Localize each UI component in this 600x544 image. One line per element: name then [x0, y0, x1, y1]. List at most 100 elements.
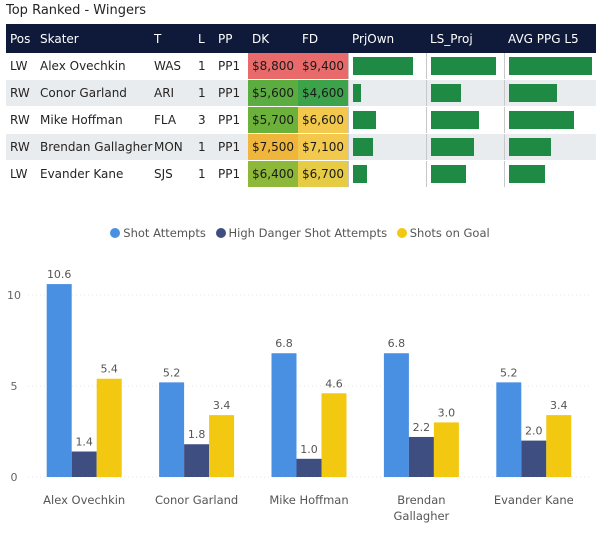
data-bar [352, 57, 414, 75]
data-bar [352, 84, 362, 102]
data-label: 5.2 [163, 366, 181, 379]
y-tick-label: 0 [11, 471, 18, 484]
cell-line: 1 [194, 160, 214, 188]
bar[interactable] [71, 451, 97, 477]
cell-pos: RW [6, 79, 36, 107]
col-header-dk[interactable]: DK [248, 24, 298, 53]
bar[interactable] [159, 382, 185, 477]
y-tick-label: 5 [11, 380, 18, 393]
x-category-label-line: Gallagher [394, 509, 450, 523]
data-label: 3.4 [213, 399, 231, 412]
legend-dot-icon [110, 228, 121, 238]
table-row[interactable]: LW Evander Kane SJS 1 PP1 $6,400 $6,700 [6, 160, 596, 188]
table-header-row: Pos Skater T L PP DK FD PrjOwn LS_Proj A… [6, 24, 596, 53]
cell-line: 3 [194, 106, 214, 134]
col-header-team[interactable]: T [150, 24, 194, 53]
x-category-label: Evander Kane [494, 493, 574, 507]
data-bar [430, 165, 466, 183]
cell-fd-salary: $7,100 [298, 133, 348, 161]
cell-team: SJS [150, 160, 194, 188]
bar[interactable] [546, 415, 572, 477]
data-bar [352, 165, 368, 183]
x-category-label-line: Evander Kane [494, 493, 574, 507]
col-header-fd[interactable]: FD [298, 24, 348, 53]
cell-line: 1 [194, 133, 214, 161]
cell-skater: Brendan Gallagher [36, 133, 153, 161]
data-label: 6.8 [275, 337, 293, 350]
bar[interactable] [209, 415, 235, 477]
bar[interactable] [184, 444, 210, 477]
legend-label: Shot Attempts [123, 226, 206, 240]
cell-pos: LW [6, 53, 36, 80]
table-row[interactable]: RW Brendan Gallagher MON 1 PP1 $7,500 $7,100 [6, 133, 596, 161]
x-category-label-line: Conor Garland [155, 493, 238, 507]
col-header-pos[interactable]: Pos [6, 24, 36, 53]
col-header-line[interactable]: L [194, 24, 214, 53]
col-header-avg-ppg-l5[interactable]: AVG PPG L5 [504, 24, 596, 53]
cell-fd-salary: $9,400 [298, 53, 348, 80]
data-bar [430, 57, 497, 75]
cell-pos: RW [6, 133, 36, 161]
x-category-label: Brendan Gallagher [394, 493, 450, 523]
bar[interactable] [521, 440, 547, 477]
chart-legend: Shot Attempts High Danger Shot Attempts … [0, 226, 600, 240]
data-bar [508, 84, 557, 102]
cell-ls-proj-bar [425, 160, 504, 188]
cell-fd-salary: $4,600 [298, 79, 348, 107]
cell-prjown-bar [347, 160, 426, 188]
cell-fd-salary: $6,600 [298, 106, 348, 134]
legend-dot-icon [215, 228, 226, 238]
col-header-prjown[interactable]: PrjOwn [348, 24, 426, 53]
data-bar [430, 111, 479, 129]
bar[interactable] [433, 422, 459, 477]
data-label: 10.6 [47, 268, 72, 281]
data-label: 4.6 [325, 377, 343, 390]
bar[interactable] [271, 353, 297, 477]
legend-item-shot-attempts[interactable]: Shot Attempts [110, 226, 206, 240]
cell-dk-salary: $5,700 [248, 106, 298, 134]
data-bar [430, 138, 475, 156]
bar[interactable] [496, 382, 522, 477]
legend-item-shots-on-goal[interactable]: Shots on Goal [396, 226, 490, 240]
cell-pp: PP1 [214, 106, 248, 134]
cell-fd-salary: $6,700 [298, 160, 348, 188]
bar-chart: 0 5 10 10.6 1.4 5.4 Alex Ovechkin 5.2 1.8 3.4 Cono… [7, 268, 590, 523]
page-title: Top Ranked - Wingers [6, 3, 147, 18]
cell-pos: LW [6, 160, 36, 188]
table-row[interactable]: RW Mike Hoffman FLA 3 PP1 $5,700 $6,600 [6, 106, 596, 134]
data-label: 2.0 [525, 425, 543, 438]
legend-item-high-danger[interactable]: High Danger Shot Attempts [215, 226, 387, 240]
cell-team: WAS [150, 53, 194, 80]
cell-dk-salary: $5,600 [248, 79, 298, 107]
table-row[interactable]: LW Alex Ovechkin WAS 1 PP1 $8,800 $9,400 [6, 53, 596, 80]
data-label: 2.2 [413, 421, 431, 434]
y-tick-label: 10 [7, 289, 21, 302]
table-row[interactable]: RW Conor Garland ARI 1 PP1 $5,600 $4,600 [6, 79, 596, 107]
data-label: 3.4 [550, 399, 568, 412]
bar[interactable] [96, 378, 122, 477]
cell-line: 1 [194, 79, 214, 107]
bar[interactable] [46, 284, 72, 477]
data-label: 1.8 [188, 428, 206, 441]
cell-team: ARI [150, 79, 194, 107]
col-header-skater[interactable]: Skater [36, 24, 150, 53]
col-header-pp[interactable]: PP [214, 24, 248, 53]
cell-avg-ppg-bar [503, 133, 596, 161]
col-header-ls-proj[interactable]: LS_Proj [426, 24, 504, 53]
cell-team: FLA [150, 106, 194, 134]
x-category-label: Alex Ovechkin [43, 493, 125, 507]
bar[interactable] [408, 436, 434, 477]
cell-team: MON [150, 133, 194, 161]
bar[interactable] [383, 353, 409, 477]
cell-skater: Evander Kane [36, 160, 150, 188]
data-label: 3.0 [438, 406, 456, 419]
cell-dk-salary: $8,800 [248, 53, 298, 80]
bar[interactable] [296, 458, 322, 477]
bar[interactable] [321, 393, 347, 477]
cell-dk-salary: $7,500 [248, 133, 298, 161]
cell-pp: PP1 [214, 160, 248, 188]
legend-dot-icon [396, 228, 407, 238]
cell-prjown-bar [347, 106, 426, 134]
legend-label: Shots on Goal [409, 226, 490, 240]
data-label: 1.0 [300, 443, 318, 456]
